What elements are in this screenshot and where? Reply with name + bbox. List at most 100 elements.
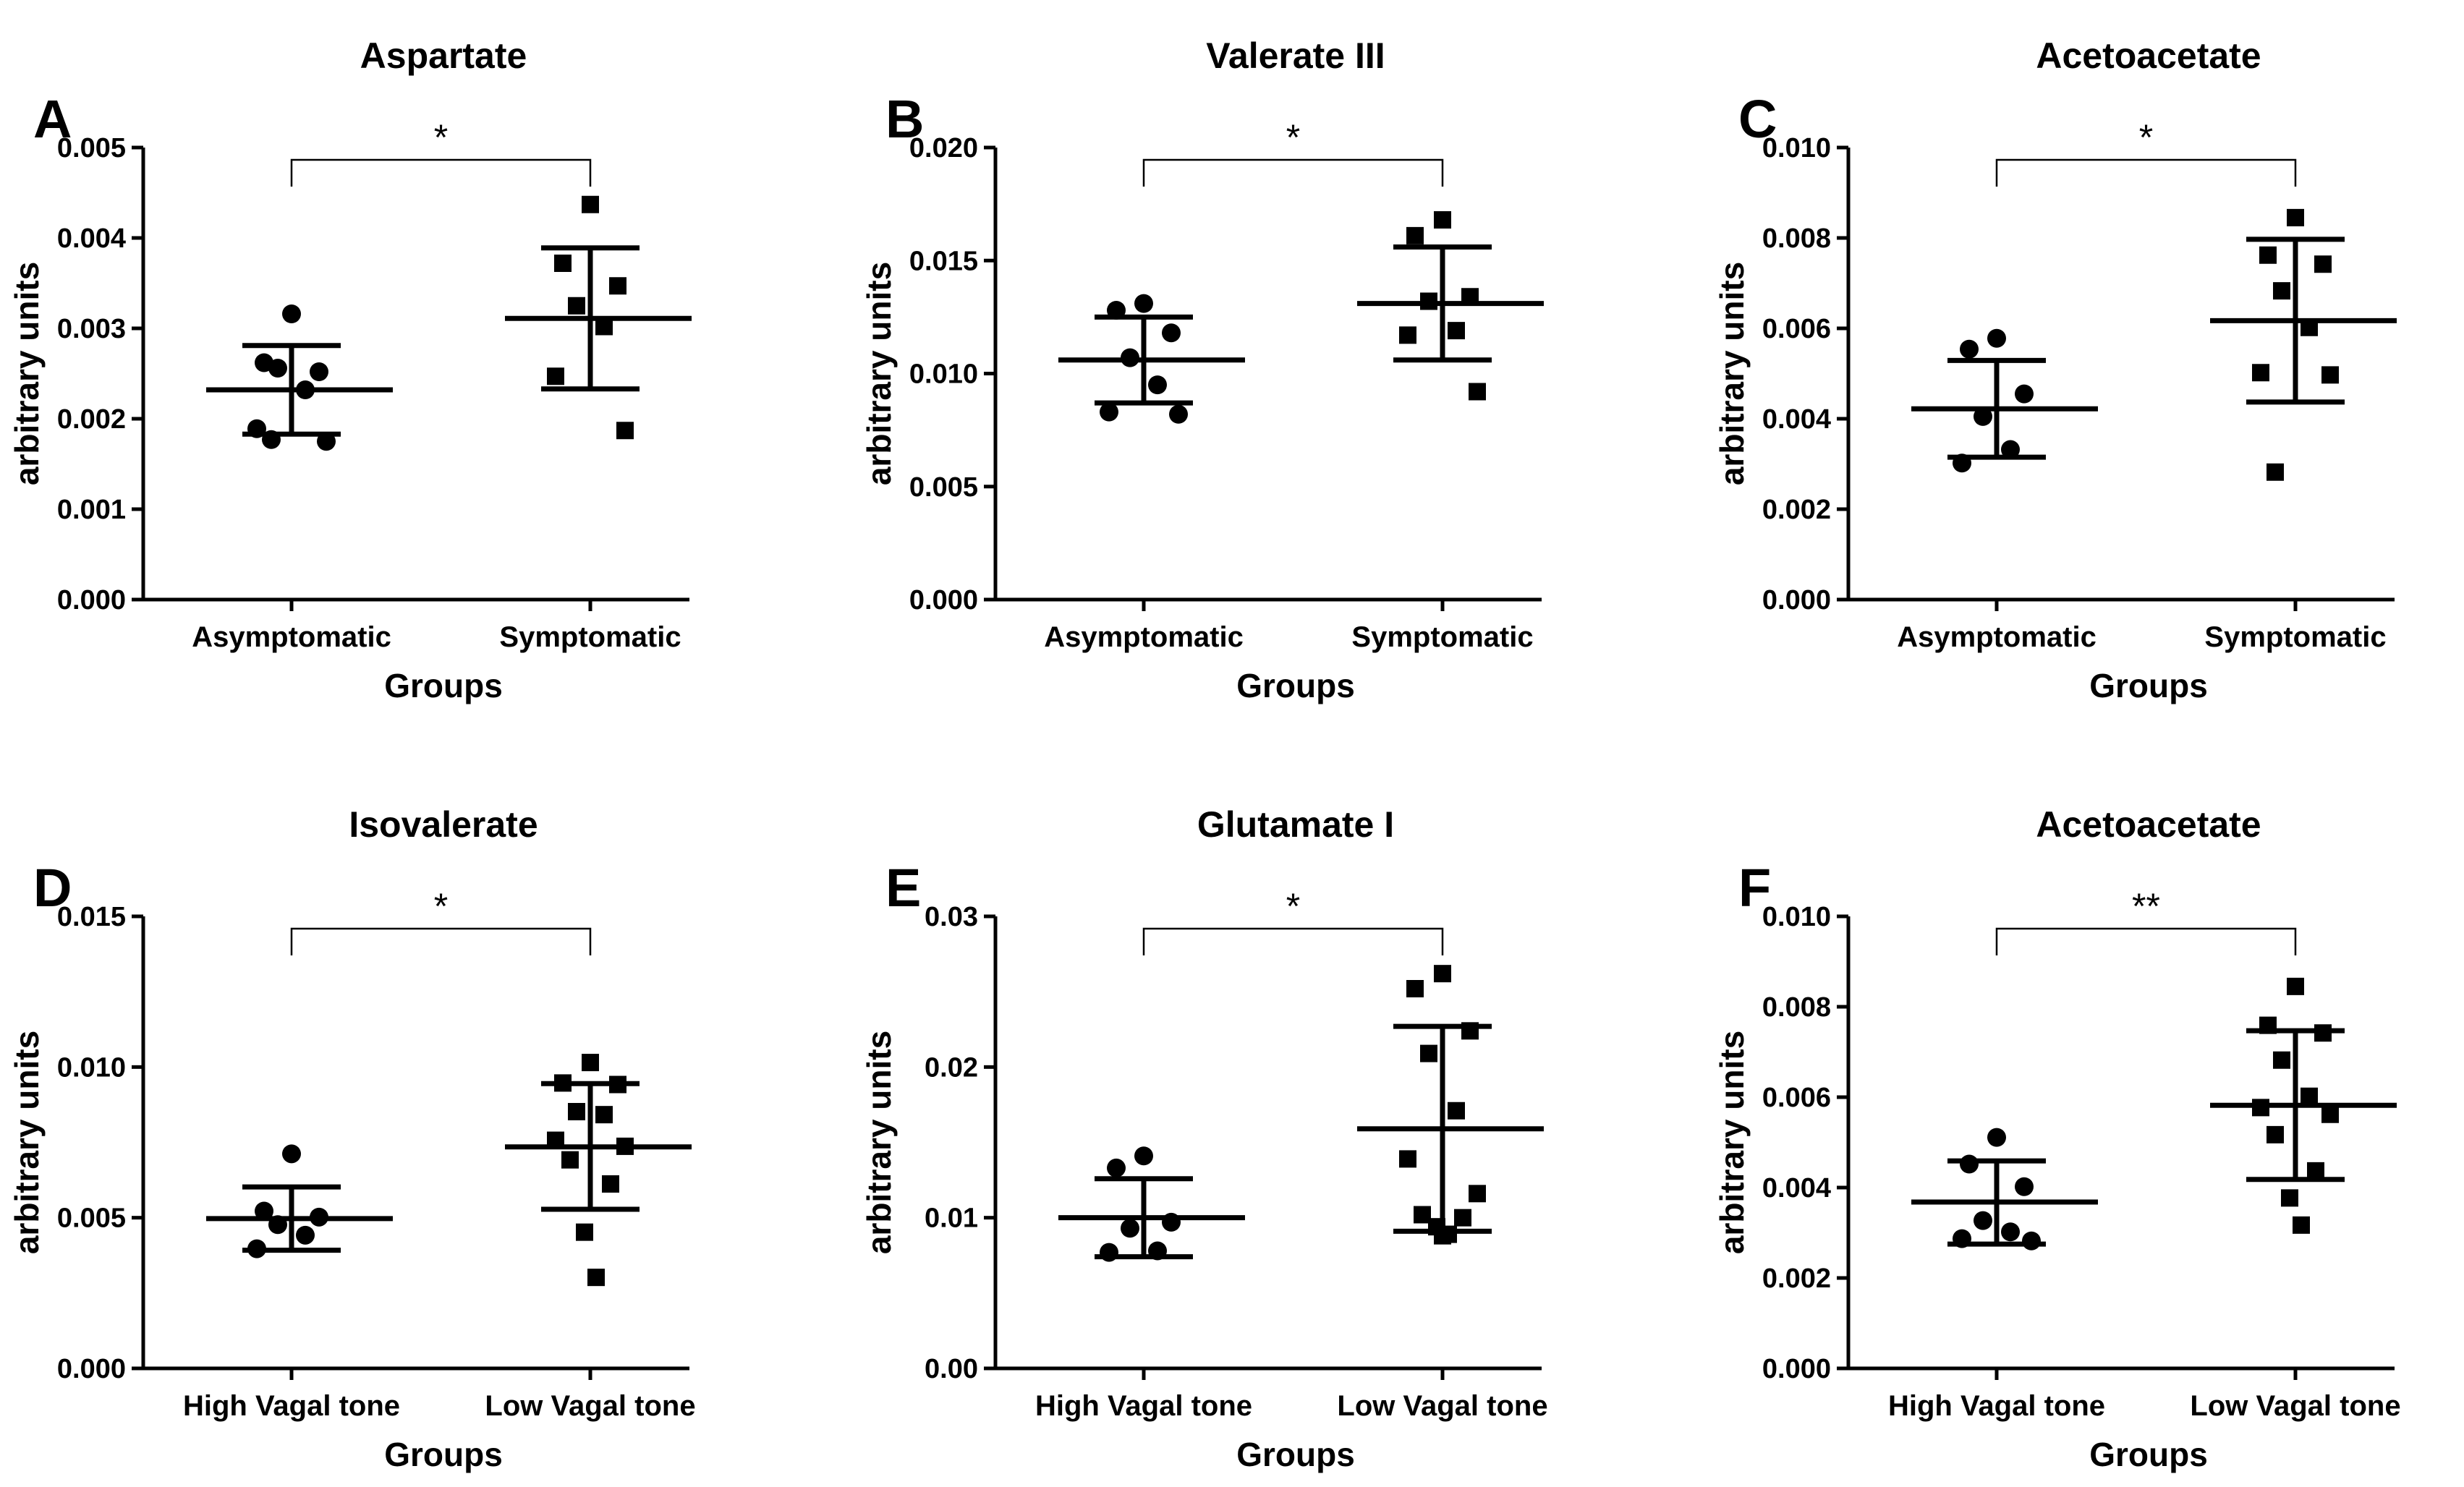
- panel-e-category-label: High Vagal tone: [1035, 1390, 1252, 1422]
- panel-f-data-point: [2321, 1105, 2339, 1123]
- panel-b-x-axis-title: Groups: [1236, 667, 1355, 704]
- panel-d-x-axis-title: Groups: [384, 1436, 503, 1473]
- panel-b-ytick-label: 0.000: [909, 585, 978, 615]
- panel-c-title: Acetoacetate: [2036, 35, 2261, 76]
- panel-e-data-point: [1162, 1212, 1181, 1232]
- panel-b-data-point: [1420, 292, 1437, 310]
- panel-d-data-point: [587, 1269, 605, 1287]
- panel-a-data-point: [310, 362, 328, 381]
- panel-e-data-point: [1148, 1241, 1167, 1261]
- panel-d-data-point: [568, 1103, 585, 1120]
- panel-a-ytick-label: 0.003: [57, 314, 126, 344]
- panel-c-data-point: [2267, 463, 2284, 481]
- panel-a-significance-label: *: [434, 117, 448, 158]
- panel-e-ytick-label: 0.03: [925, 902, 978, 932]
- panel-d-data-point: [255, 1201, 273, 1221]
- panel-a-category-label: Asymptomatic: [192, 621, 391, 653]
- panel-f-category-label: Low Vagal tone: [2190, 1390, 2400, 1422]
- panel-f-data-point: [2314, 1024, 2332, 1042]
- panel-a-y-axis-title: arbitrary units: [8, 262, 46, 485]
- panel-a-data-point: [262, 430, 281, 449]
- panel-b-data-point: [1169, 404, 1188, 424]
- panel-b-category-label: Asymptomatic: [1044, 621, 1244, 653]
- panel-d-data-point: [561, 1151, 579, 1169]
- panel-f-ytick-label: 0.004: [1762, 1173, 1831, 1203]
- panel-d-data-point: [310, 1207, 328, 1227]
- panel-e-data-point: [1448, 1102, 1465, 1120]
- panel-c-category-label: Symptomatic: [2204, 621, 2386, 653]
- panel-b-letter: B: [885, 89, 924, 149]
- panel-b-data-point: [1148, 375, 1167, 395]
- panel-b-title: Valerate III: [1206, 35, 1385, 76]
- panel-f-data-point: [2287, 977, 2304, 995]
- panel-a-title: Aspartate: [360, 35, 527, 76]
- panel-f-letter: F: [1738, 858, 1771, 918]
- panel-b-data-point: [1461, 288, 1479, 306]
- panel-f-ytick-label: 0.002: [1762, 1264, 1831, 1294]
- panel-e-significance-bracket: [1142, 927, 1444, 955]
- panel-c-data-point: [2273, 282, 2290, 300]
- panel-a-data-point: [595, 318, 613, 336]
- panel-a-x-axis-title: Groups: [384, 667, 503, 704]
- panel-e-ytick-label: 0.02: [925, 1052, 978, 1083]
- panel-b-data-point: [1406, 226, 1424, 244]
- panel-e-data-point: [1434, 1227, 1451, 1245]
- panel-f-title: Acetoacetate: [2036, 804, 2261, 845]
- panel-d-data-point: [268, 1215, 287, 1235]
- panel-a-data-point: [609, 277, 626, 295]
- panel-b-ytick-label: 0.020: [909, 133, 978, 163]
- panel-d-ytick-label: 0.005: [57, 1203, 126, 1234]
- panel-c-data-point: [2301, 318, 2318, 336]
- panel-d-data-point: [609, 1075, 626, 1094]
- panel-d-title: Isovalerate: [349, 804, 538, 845]
- panel-b-y-axis-title: arbitrary units: [860, 262, 898, 485]
- panel-b-ytick-label: 0.005: [909, 472, 978, 503]
- panel-e-data-point: [1399, 1150, 1416, 1168]
- panel-a-letter: A: [33, 89, 72, 149]
- panel-f-ytick-label: 0.000: [1762, 1354, 1831, 1384]
- panel-c-ytick-label: 0.000: [1762, 585, 1831, 615]
- panel-e-x-axis-title: Groups: [1236, 1436, 1355, 1473]
- panel-e-data-point: [1454, 1209, 1471, 1227]
- panel-e-data-point: [1406, 980, 1424, 997]
- panel-a-ytick-label: 0.001: [57, 495, 126, 525]
- panel-b-data-point: [1107, 301, 1126, 320]
- panel-c-data-point: [2259, 246, 2277, 264]
- panel-d-data-point: [547, 1131, 564, 1149]
- panel-f-data-point: [2267, 1125, 2284, 1143]
- panel-d-category-label: High Vagal tone: [183, 1390, 400, 1422]
- panel-d-data-point: [582, 1054, 599, 1072]
- panel-d-data-point: [616, 1137, 634, 1155]
- panel-c-ytick-label: 0.008: [1762, 223, 1831, 254]
- panel-f-data-point: [2301, 1087, 2318, 1105]
- panel-c-ytick-label: 0.004: [1762, 404, 1831, 435]
- panel-c-ytick-label: 0.010: [1762, 133, 1831, 163]
- panel-c-data-point: [2015, 384, 2034, 404]
- panel-f-category-label: High Vagal tone: [1888, 1390, 2105, 1422]
- panel-f-data-point: [2252, 1099, 2269, 1117]
- panel-f-ytick-label: 0.010: [1762, 902, 1831, 932]
- panel-e-data-point: [1434, 965, 1451, 983]
- panel-e-data-point: [1134, 1146, 1153, 1166]
- panel-d-data-point: [595, 1106, 613, 1124]
- panel-e-data-point: [1469, 1185, 1486, 1203]
- panel-d-y-axis-title: arbitrary units: [8, 1031, 46, 1254]
- panel-b-data-point: [1469, 383, 1486, 401]
- panel-c-significance-label: *: [2139, 117, 2153, 158]
- panel-b-data-point: [1162, 323, 1181, 343]
- panel-a-data-point: [247, 419, 266, 438]
- panel-f-x-axis-title: Groups: [2089, 1436, 2208, 1473]
- panel-c-data-point: [2321, 366, 2339, 384]
- panel-c-significance-bracket: [1995, 158, 2297, 187]
- panel-b-data-point: [1100, 402, 1118, 422]
- panel-a-data-point: [568, 297, 585, 315]
- panel-e-data-point: [1107, 1158, 1126, 1177]
- panel-b-ytick-label: 0.010: [909, 359, 978, 390]
- panel-b-category-label: Symptomatic: [1351, 621, 1533, 653]
- panel-c-data-point: [2287, 208, 2304, 226]
- panel-d-data-point: [247, 1239, 266, 1258]
- panel-d-ytick-label: 0.000: [57, 1354, 126, 1384]
- panel-f-data-point: [2015, 1177, 2034, 1196]
- panel-e-y-axis-title: arbitrary units: [860, 1031, 898, 1254]
